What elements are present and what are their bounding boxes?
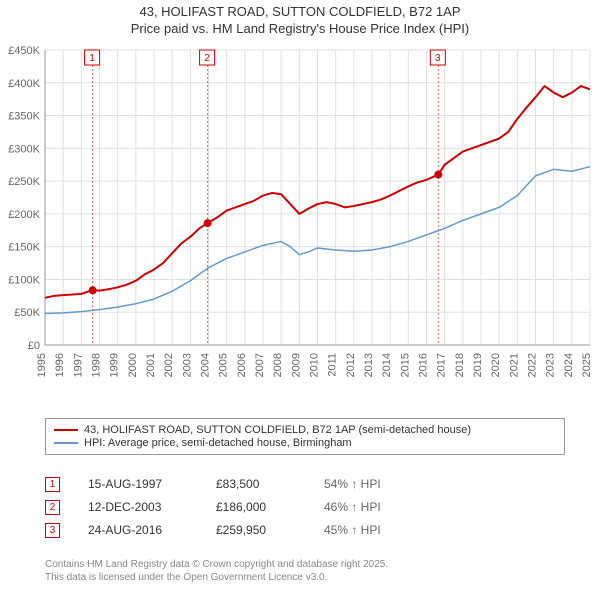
svg-text:2024: 2024: [563, 353, 575, 377]
legend: 43, HOLIFAST ROAD, SUTTON COLDFIELD, B72…: [45, 418, 565, 455]
svg-text:2002: 2002: [163, 353, 175, 377]
svg-text:2005: 2005: [218, 353, 230, 377]
svg-text:2017: 2017: [436, 353, 448, 377]
svg-text:2009: 2009: [290, 353, 302, 377]
legend-label: HPI: Average price, semi-detached house,…: [84, 437, 352, 449]
sale-price: £186,000: [216, 500, 296, 514]
sale-badge: 1: [45, 477, 60, 492]
svg-text:1999: 1999: [109, 353, 121, 377]
svg-text:3: 3: [435, 53, 441, 64]
svg-text:£250K: £250K: [8, 176, 40, 188]
svg-text:2000: 2000: [127, 353, 139, 377]
svg-text:2: 2: [204, 53, 210, 64]
sale-date: 12-DEC-2003: [88, 500, 188, 514]
title-line2: Price paid vs. HM Land Registry's House …: [0, 21, 600, 38]
svg-text:1995: 1995: [36, 353, 48, 377]
sale-hpi: 45% ↑ HPI: [324, 523, 381, 537]
sale-row: 1 15-AUG-1997 £83,500 54% ↑ HPI: [45, 475, 381, 493]
sale-row: 2 12-DEC-2003 £186,000 46% ↑ HPI: [45, 498, 381, 516]
svg-text:2018: 2018: [454, 353, 466, 377]
svg-text:1: 1: [89, 53, 95, 64]
svg-text:1997: 1997: [72, 353, 84, 377]
sale-hpi: 46% ↑ HPI: [324, 500, 381, 514]
sales-list: 1 15-AUG-1997 £83,500 54% ↑ HPI 2 12-DEC-2003…: [45, 470, 381, 544]
legend-item: 43, HOLIFAST ROAD, SUTTON COLDFIELD, B72…: [54, 424, 556, 436]
svg-text:£200K: £200K: [8, 209, 40, 221]
chart: £0 £50K £100K £150K £200K £250K £300K £350K £400…: [0, 45, 600, 400]
footer: Contains HM Land Registry data © Crown c…: [45, 558, 388, 584]
svg-text:2019: 2019: [472, 353, 484, 377]
sale-row: 3 24-AUG-2016 £259,950 45% ↑ HPI: [45, 521, 381, 539]
svg-text:2008: 2008: [272, 353, 284, 377]
svg-text:2025: 2025: [581, 353, 593, 377]
svg-text:2015: 2015: [399, 353, 411, 377]
chart-svg: £0 £50K £100K £150K £200K £250K £300K £350K £400…: [0, 45, 600, 400]
legend-swatch: [54, 429, 78, 431]
svg-text:2016: 2016: [418, 353, 430, 377]
svg-text:£400K: £400K: [8, 78, 40, 90]
svg-text:£50K: £50K: [14, 307, 40, 319]
sale-badge: 2: [45, 500, 60, 515]
sale-price: £259,950: [216, 523, 296, 537]
sale-price: £83,500: [216, 477, 296, 491]
svg-text:1998: 1998: [91, 353, 103, 377]
svg-text:£0: £0: [28, 340, 40, 352]
sale-badge: 3: [45, 523, 60, 538]
svg-text:£300K: £300K: [8, 143, 40, 155]
sale-date: 15-AUG-1997: [88, 477, 188, 491]
svg-text:£450K: £450K: [8, 45, 40, 57]
svg-text:£350K: £350K: [8, 111, 40, 123]
footer-line1: Contains HM Land Registry data © Crown c…: [45, 558, 388, 571]
svg-text:2012: 2012: [345, 353, 357, 377]
svg-text:2020: 2020: [490, 353, 502, 377]
svg-text:2007: 2007: [254, 353, 266, 377]
svg-text:£150K: £150K: [8, 242, 40, 254]
svg-text:2023: 2023: [545, 353, 557, 377]
svg-text:2004: 2004: [200, 353, 212, 377]
svg-text:2011: 2011: [327, 353, 339, 377]
legend-item: HPI: Average price, semi-detached house,…: [54, 437, 556, 449]
chart-title: 43, HOLIFAST ROAD, SUTTON COLDFIELD, B72…: [0, 0, 600, 38]
sale-hpi: 54% ↑ HPI: [324, 477, 381, 491]
svg-text:1996: 1996: [54, 353, 66, 377]
svg-text:2022: 2022: [527, 353, 539, 377]
svg-text:2001: 2001: [145, 353, 157, 377]
svg-text:2021: 2021: [508, 353, 520, 377]
legend-swatch: [54, 442, 78, 444]
svg-text:2010: 2010: [309, 353, 321, 377]
svg-text:2003: 2003: [181, 353, 193, 377]
svg-text:2006: 2006: [236, 353, 248, 377]
svg-text:£100K: £100K: [8, 274, 40, 286]
footer-line2: This data is licensed under the Open Gov…: [45, 571, 388, 584]
title-line1: 43, HOLIFAST ROAD, SUTTON COLDFIELD, B72…: [0, 4, 600, 21]
svg-text:2014: 2014: [381, 353, 393, 377]
sale-date: 24-AUG-2016: [88, 523, 188, 537]
svg-text:2013: 2013: [363, 353, 375, 377]
legend-label: 43, HOLIFAST ROAD, SUTTON COLDFIELD, B72…: [84, 424, 471, 436]
